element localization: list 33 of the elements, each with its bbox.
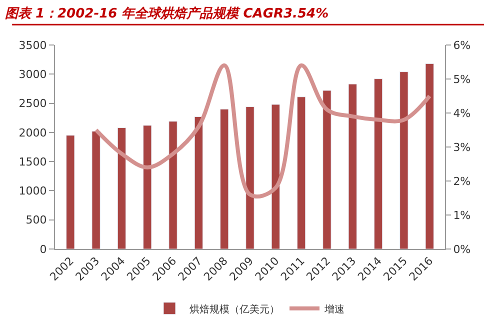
- y-tick-label: 2500: [18, 97, 47, 110]
- y2-tick-label: 5%: [453, 72, 471, 86]
- legend-label: 烘焙规模（亿美元）: [190, 303, 280, 316]
- bar: [92, 131, 100, 249]
- bar: [374, 78, 383, 249]
- y-tick-label: 1500: [18, 155, 47, 168]
- bar: [246, 106, 254, 249]
- bar: [425, 63, 434, 249]
- y-tick-label: 2000: [18, 126, 47, 140]
- y-tick-label: 0: [40, 242, 47, 256]
- y-tick-label: 500: [26, 214, 47, 227]
- y-tick-label: 3000: [18, 68, 47, 81]
- y2-tick-label: 0%: [453, 242, 471, 256]
- legend-label: 增速: [324, 303, 344, 316]
- y-tick-label: 3500: [18, 38, 47, 52]
- bar: [168, 121, 178, 249]
- y2-tick-label: 6%: [453, 38, 471, 52]
- y2-tick-label: 1%: [453, 208, 471, 222]
- bar: [296, 96, 306, 249]
- bar: [271, 104, 280, 249]
- bar: [117, 128, 126, 249]
- y-tick-label: 1000: [18, 184, 47, 198]
- bar: [400, 72, 408, 249]
- bar: [348, 84, 357, 249]
- bar: [66, 135, 75, 249]
- bar: [143, 125, 152, 249]
- bar: [194, 116, 204, 249]
- y2-tick-label: 4%: [453, 106, 471, 120]
- y2-tick-label: 2%: [453, 174, 471, 188]
- chart-title: 图表 1：2002-16 年全球烘焙产品规模 CAGR3.54%: [4, 5, 329, 22]
- bar: [220, 108, 229, 249]
- y2-tick-label: 3%: [453, 140, 471, 154]
- bar: [322, 90, 332, 249]
